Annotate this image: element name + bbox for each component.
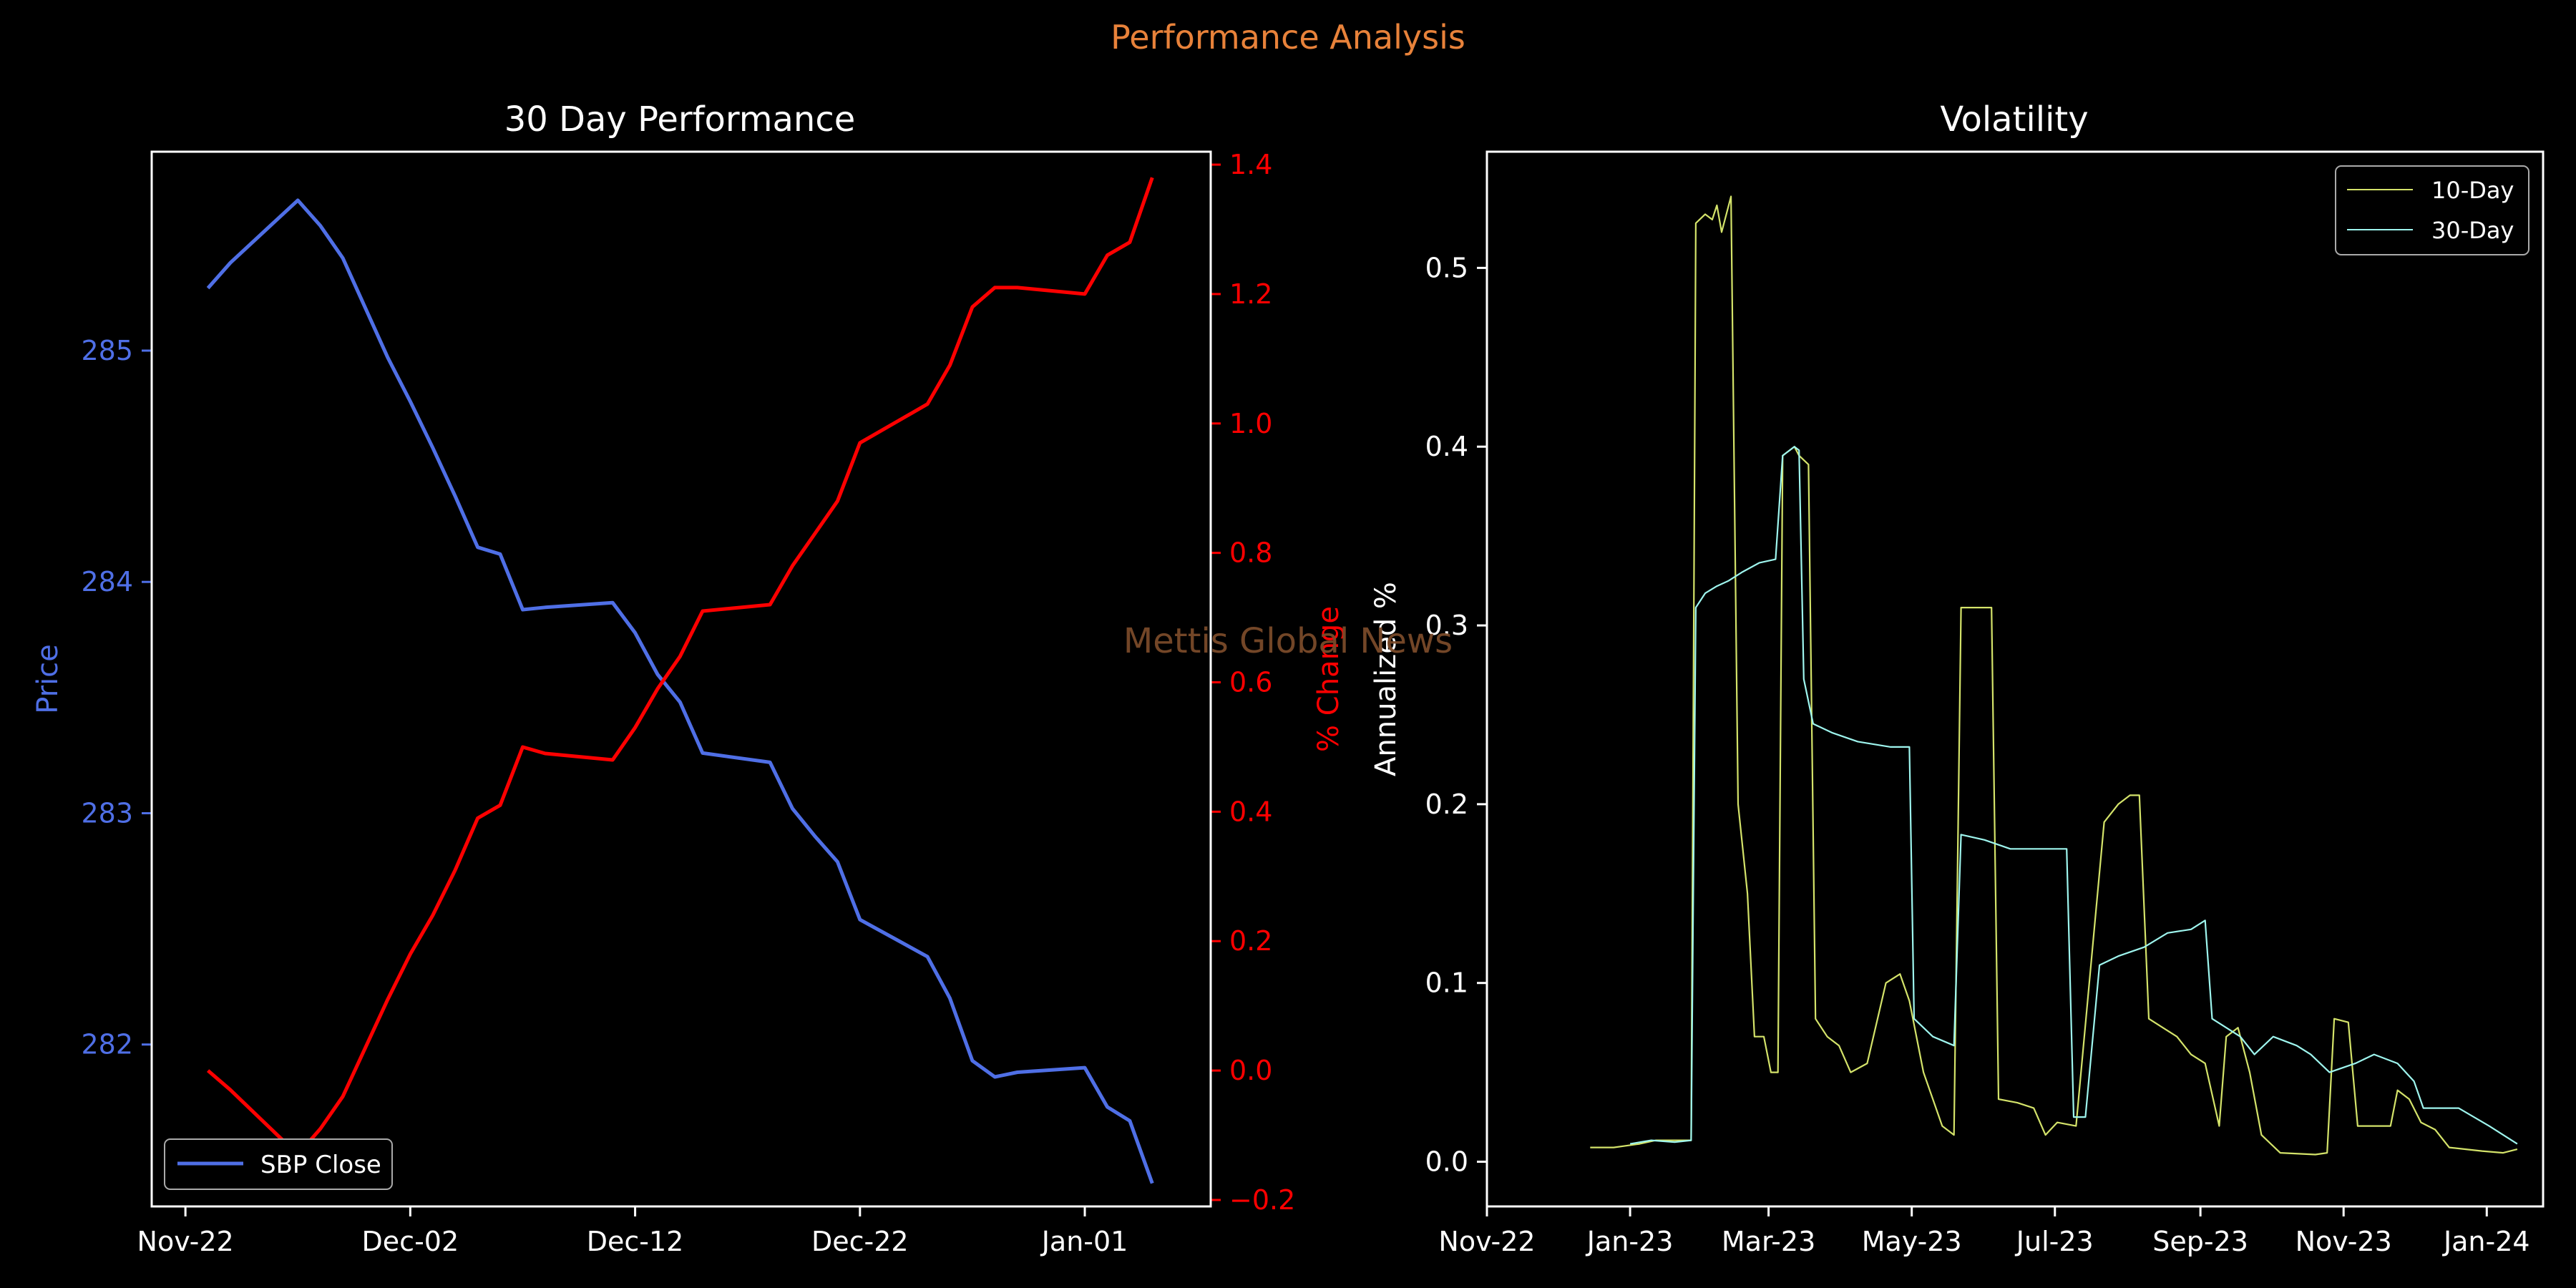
y-tick-label: 0.1 [1425,967,1468,999]
price-axis-label: Price [31,644,64,714]
watermark: Mettis Global News [1123,621,1453,661]
x-tick-label: Jul-23 [2015,1226,2094,1257]
legend-price-label: SBP Close [260,1151,381,1179]
x-tick-label: Jan-01 [1040,1226,1128,1257]
y-tick-label: 0.2 [1425,789,1468,820]
x-tick-label: Dec-22 [811,1226,909,1257]
y-tick-label: 0.4 [1425,431,1468,462]
price-tick-label: 283 [81,797,133,829]
pct-tick-label: 1.2 [1229,278,1272,310]
x-tick-label: Sep-23 [2152,1226,2248,1257]
x-tick-label: Mar-23 [1722,1226,1815,1257]
legend-box [2335,165,2529,255]
x-tick-label: Nov-22 [137,1226,234,1257]
performance-title: 30 Day Performance [504,99,856,140]
x-tick-label: Dec-12 [587,1226,684,1257]
y-tick-label: 0.5 [1425,252,1468,283]
performance-axes: Nov-22 Dec-02 Dec-12 Dec-22 Jan-01 282 283 284 2… [81,149,1295,1257]
volatility-title: Volatility [1940,99,2088,140]
x-tick-label: May-23 [1862,1226,1962,1257]
performance-frame [150,150,1212,1208]
pct-change-axis-label: % Change [1312,606,1345,752]
performance-panel: 30 Day Performance Nov-22 Dec-02 Dec-12 Dec… [31,99,1345,1257]
volatility-axes: Nov-22 Jan-23 Mar-23 May-23 Jul-23 Sep-23 Nov-… [1425,252,2530,1257]
vol-30day-line [1629,446,2518,1145]
performance-legend: SBP Close [164,1138,393,1190]
x-tick-label: Jan-24 [2442,1226,2530,1257]
pct-tick-label: −0.2 [1229,1184,1295,1216]
legend-box [164,1138,393,1190]
pct-tick-label: 0.0 [1229,1055,1272,1086]
x-tick-label: Nov-22 [1438,1226,1535,1257]
price-tick-label: 282 [81,1029,133,1060]
volatility-legend: 10-Day 30-Day [2335,165,2529,255]
x-tick-label: Nov-23 [2296,1226,2392,1257]
pct-tick-label: 0.8 [1229,537,1272,569]
sbp-close-line [206,198,1154,1184]
pct-tick-label: 0.4 [1229,796,1272,827]
pct-tick-label: 0.2 [1229,925,1272,957]
price-tick-label: 285 [81,335,133,366]
x-tick-label: Jan-23 [1586,1226,1674,1257]
volatility-frame [1485,150,2545,1208]
vol-10day-line [1590,195,2518,1156]
legend-10day-label: 10-Day [2431,177,2514,204]
performance-lines [206,177,1154,1184]
legend-30day-label: 30-Day [2431,217,2514,244]
pct-change-line [206,177,1154,1157]
pct-tick-label: 1.0 [1229,408,1272,439]
pct-tick-label: 1.4 [1229,149,1272,180]
volatility-lines [1590,195,2518,1156]
volatility-panel: Volatility Nov-22 Jan-23 Mar-23 May-23 Jul-2… [1370,99,2545,1257]
price-tick-label: 284 [81,566,133,597]
pct-tick-label: 0.6 [1229,667,1272,698]
y-tick-label: 0.3 [1425,610,1468,641]
volatility-axis-label: Annualized % [1370,582,1402,776]
y-tick-label: 0.0 [1425,1146,1468,1178]
x-tick-label: Dec-02 [362,1226,459,1257]
figure-suptitle: Performance Analysis [1111,18,1465,57]
